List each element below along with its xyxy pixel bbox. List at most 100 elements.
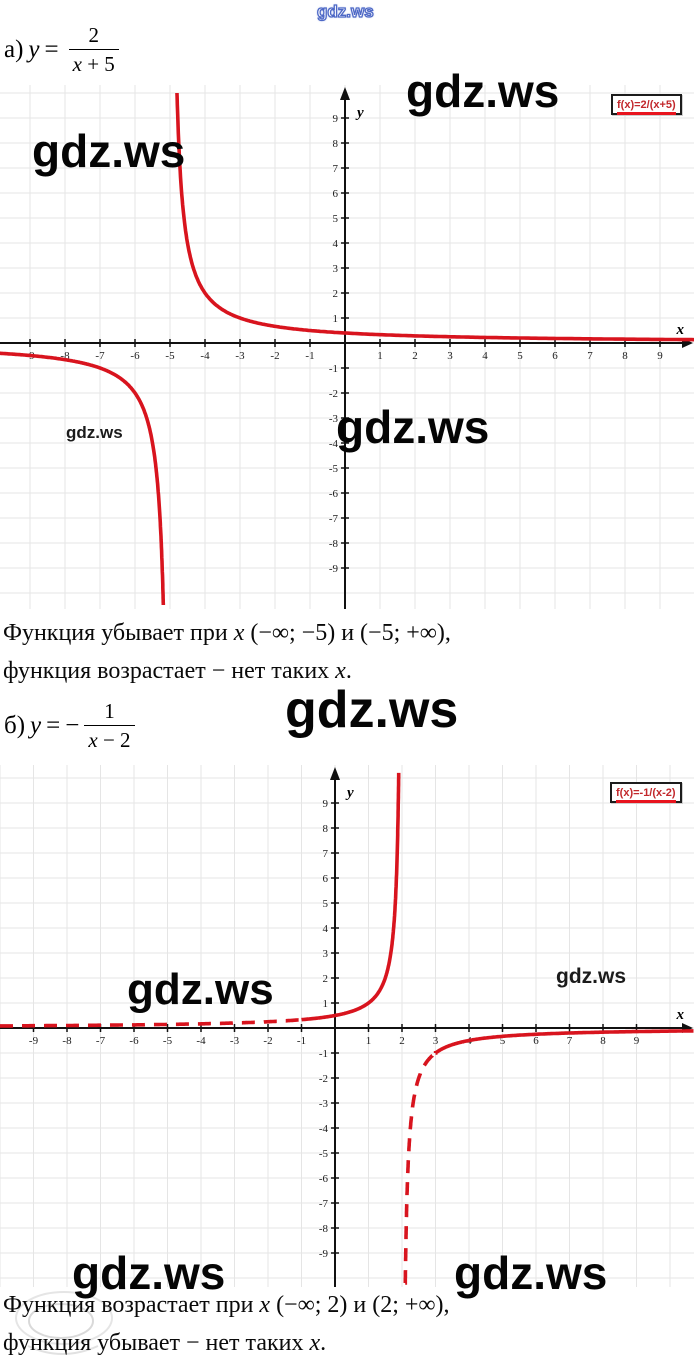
solution-text-b: Функция возрастает при x (−∞; 2) и (2; +… [3,1286,450,1362]
x-tick-label: 1 [366,1035,372,1047]
watermark-text: gdz.ws [406,65,560,117]
y-tick-label: 9 [333,113,339,125]
x-tick-label: -6 [129,1035,139,1047]
x-tick-label: -1 [297,1035,306,1047]
x-tick-label: 9 [657,350,663,362]
y-tick-label: 7 [333,163,339,175]
x-tick-label: -1 [305,350,314,362]
y-axis-arrow [330,767,340,780]
watermark-text: gdz.ws [285,681,459,739]
grid [0,765,694,1287]
legend-a-label: f(x)=2/(x+5) [617,99,676,115]
y-tick-label: 2 [323,973,329,985]
y-tick-label: 2 [333,288,339,300]
math-variable: x [233,620,245,646]
y-tick-label: 4 [333,238,339,250]
watermark-text: gdz.ws [127,965,274,1014]
y-tick-label: -4 [329,438,339,450]
y-tick-label: -6 [329,488,339,500]
stamp-watermark [15,1291,113,1355]
y-tick-label: 3 [333,263,339,275]
y-tick-label: -3 [329,413,339,425]
y-tick-label: -3 [319,1098,329,1110]
x-tick-label: 2 [412,350,418,362]
text-segment: (−∞; −5) и (−5; +∞), [244,620,451,646]
y-tick-label: -7 [319,1198,329,1210]
formula-b: б) y = − 1 x − 2 [4,698,135,754]
y-tick-label: -8 [319,1223,329,1235]
text-segment: функция убывает − нет таких [3,1330,310,1356]
formula-a-label: а) [4,35,24,63]
x-tick-label: -9 [29,1035,39,1047]
fraction-b-numerator: 1 [84,698,135,727]
x-tick-label: 7 [587,350,593,362]
y-axis-arrow [340,87,350,100]
minus-sign: − [65,711,80,739]
equals-sign: = [46,711,61,739]
y-tick-label: -4 [319,1123,329,1135]
y-tick-label: -9 [319,1248,329,1260]
fraction-b: 1 x − 2 [84,698,135,754]
graph-b: -9 -8 -7 -6 -5 -4 -3 -2 -1 1 2 3 4 5 6 7 8 9 9 8 7 6 5 4 3 2 1 -1 -2… [0,765,694,1287]
para-b-line2: функция убывает − нет таких x. [3,1324,450,1362]
math-variable: x [309,1330,321,1356]
watermark-text: gdz.ws [454,1247,608,1299]
y-tick-label: 1 [333,313,339,325]
x-tick-label: 6 [533,1035,539,1047]
x-tick-label: 8 [600,1035,606,1047]
text-segment: (−∞; 2) и (2; +∞), [270,1292,450,1318]
text-segment: . [345,658,352,684]
formula-b-var: y [30,711,42,739]
y-tick-label: -2 [329,388,338,400]
y-tick-label: -1 [329,363,338,375]
y-tick-label: 1 [323,998,329,1010]
y-tick-label: 5 [333,213,339,225]
math-variable: x [259,1292,271,1318]
y-tick-label: 8 [333,138,339,150]
x-tick-label: 8 [622,350,628,362]
fraction-a-numerator: 2 [68,22,119,51]
solution-text-a: Функция убывает при x (−∞; −5) и (−5; +∞… [3,614,451,690]
function-curve [433,1029,694,1055]
y-tick-label: -5 [319,1148,329,1160]
x-tick-label: 5 [500,1035,506,1047]
text-segment: . [320,1330,327,1356]
formula-b-label: б) [4,711,26,739]
x-tick-label: 9 [634,1035,640,1047]
x-tick-label: 3 [447,350,453,362]
y-tick-label: 6 [323,873,329,885]
function-curve [0,351,166,605]
x-axis-label: x [676,1007,685,1023]
y-tick-label: 3 [323,948,329,960]
fraction-b-denominator: x − 2 [88,728,131,753]
y-tick-label: 6 [333,188,339,200]
watermark-text: gdz.ws [316,2,374,21]
x-tick-label: -3 [230,1035,240,1047]
y-tick-label: -1 [319,1048,328,1060]
x-tick-label: -8 [62,1035,72,1047]
x-tick-label: -8 [60,350,70,362]
y-tick-label: 7 [323,848,329,860]
x-tick-label: -6 [130,350,140,362]
y-axis-label: y [355,105,364,121]
watermark-text: gdz.ws [556,965,627,988]
x-tick-label: 4 [482,350,488,362]
y-tick-label: -6 [319,1173,329,1185]
x-tick-label: -4 [196,1035,206,1047]
x-tick-label: 5 [517,350,523,362]
x-tick-label: 3 [433,1035,439,1047]
y-tick-label: -2 [319,1073,328,1085]
graph-a: -9 -8 -7 -6 -5 -4 -3 -2 -1 1 2 3 4 5 6 7 8 9 9 8 7 6 5 4 3 2 1 -1 -2… [0,85,694,609]
fraction-a-denominator: x + 5 [72,52,115,77]
x-axis-label: x [676,322,685,338]
text-segment: функция возрастает − нет таких [3,658,336,684]
legend-b-label: f(x)=-1/(x-2) [616,787,676,803]
y-tick-label: -5 [329,463,339,475]
formula-a: а) y = 2 x + 5 [4,22,119,78]
x-tick-label: -3 [235,350,245,362]
x-tick-label: -2 [270,350,279,362]
graph-a-canvas: -9 -8 -7 -6 -5 -4 -3 -2 -1 1 2 3 4 5 6 7 8 9 9 8 7 6 5 4 3 2 1 -1 -2… [0,85,694,609]
function-curve [301,772,401,1022]
axes: -9 -8 -7 -6 -5 -4 -3 -2 -1 1 2 3 4 5 6 7 8 9 9 8 7 6 5 4 3 2 1 -1 -2… [0,87,693,609]
